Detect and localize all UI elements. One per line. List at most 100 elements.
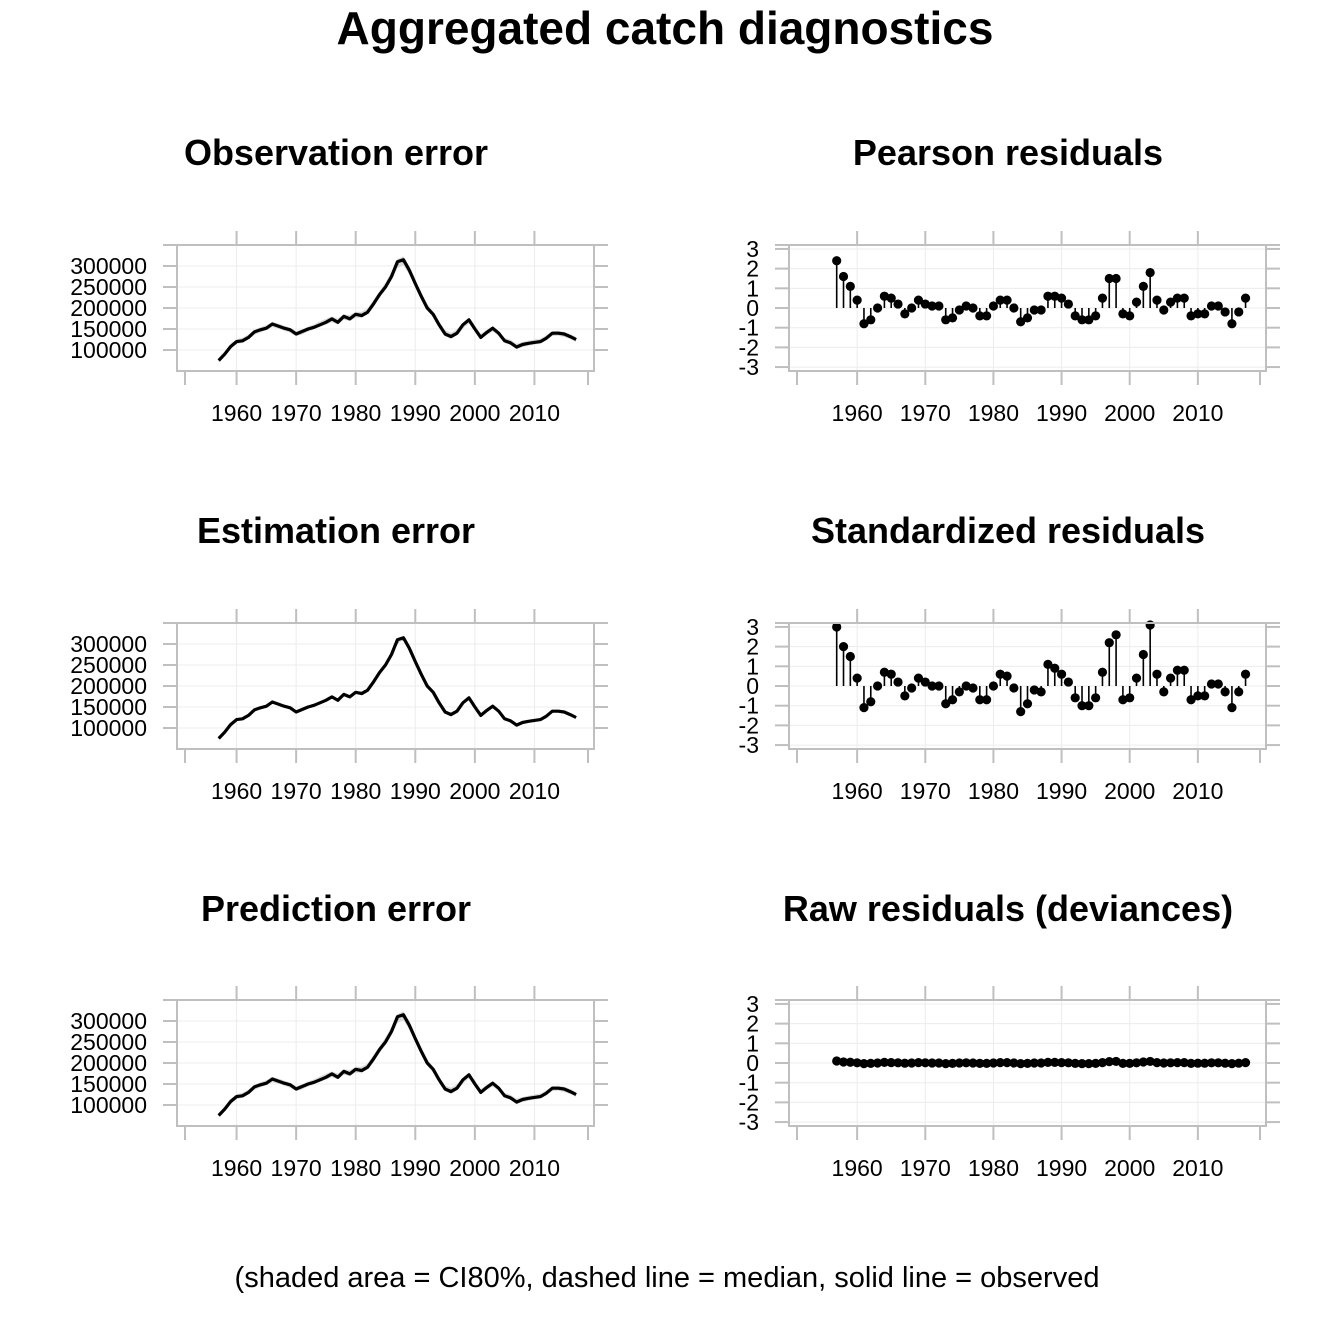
- residual-point: [1172, 293, 1183, 303]
- y-tick-label: 150000: [70, 316, 147, 342]
- residual-point: [1056, 1058, 1067, 1068]
- observed-line: [217, 258, 577, 362]
- residual-point: [1077, 701, 1087, 711]
- panel-5: Prediction error 1960 1970 1980 1990 2000 2010…: [70, 888, 608, 1181]
- residual-point: [934, 301, 944, 311]
- residual-point: [1193, 1058, 1203, 1068]
- residual-point: [1152, 1058, 1162, 1068]
- residual-point: [1125, 311, 1135, 321]
- residual-point: [893, 1058, 903, 1068]
- y-tick-label: 3: [746, 236, 759, 262]
- x-tick-label: 2000: [1104, 1155, 1155, 1181]
- residual-point: [1138, 649, 1148, 660]
- x-tick-label: 1960: [832, 1155, 883, 1181]
- residual-point: [1220, 687, 1230, 697]
- y-tick-label: 300000: [70, 1008, 147, 1034]
- residual-point: [1206, 679, 1217, 689]
- residual-point: [893, 677, 903, 687]
- x-tick-label: 2010: [509, 1155, 560, 1181]
- residual-point: [934, 1058, 944, 1068]
- y-tick-label: 1: [746, 1030, 759, 1056]
- y-tick-label: -1: [739, 1070, 759, 1096]
- residual-point: [1172, 1058, 1183, 1068]
- y-tick-label: 150000: [70, 1071, 147, 1097]
- residual-point: [988, 681, 999, 691]
- x-tick-label: 1960: [211, 400, 262, 426]
- panel-3: Estimation error 1960 1970 1980 1990 2000 2010…: [70, 510, 608, 804]
- residual-point: [1002, 671, 1012, 681]
- residual-point: [859, 319, 869, 329]
- residual-point: [900, 691, 910, 701]
- residual-point: [832, 622, 842, 632]
- x-tick-label: 2000: [1104, 400, 1155, 426]
- y-tick-label: -1: [739, 693, 759, 719]
- panel-title: Raw residuals (deviances): [783, 888, 1233, 929]
- residual-point: [1097, 667, 1108, 677]
- residual-point: [1084, 315, 1094, 325]
- x-tick-label: 1960: [832, 400, 883, 426]
- residual-point: [954, 687, 964, 697]
- residual-point: [879, 1057, 890, 1068]
- residual-point: [1043, 291, 1053, 301]
- observed-line: [217, 1013, 577, 1117]
- residual-point: [1111, 630, 1121, 640]
- residual-point: [947, 695, 958, 705]
- residual-point: [907, 1058, 917, 1068]
- residual-point: [1193, 309, 1203, 319]
- residual-point: [1009, 1058, 1019, 1068]
- residual-point: [859, 1058, 869, 1069]
- x-tick-label: 1970: [271, 400, 322, 426]
- residual-point: [1125, 693, 1135, 703]
- residual-point: [1104, 1057, 1114, 1067]
- x-tick-label: 1980: [330, 1155, 381, 1181]
- residual-point: [1220, 1058, 1230, 1068]
- y-tick-label: -2: [739, 334, 759, 360]
- x-tick-label: 1990: [1036, 1155, 1087, 1181]
- residual-point: [1179, 293, 1189, 303]
- x-tick-label: 1970: [271, 778, 322, 804]
- residual-point: [1050, 663, 1060, 673]
- residual-point: [1077, 1058, 1087, 1069]
- y-tick-label: 1: [746, 275, 759, 301]
- residual-point: [1200, 1058, 1210, 1068]
- y-tick-label: 3: [746, 614, 759, 640]
- residual-point: [1097, 1058, 1108, 1068]
- residual-point: [1234, 307, 1244, 317]
- panel-1: Observation error 1960 1970 1980 1990 2000 201…: [70, 132, 608, 426]
- residual-point: [1084, 701, 1094, 711]
- residual-point: [1227, 703, 1237, 713]
- residual-point: [1145, 267, 1155, 278]
- panel-title: Standardized residuals: [811, 510, 1205, 551]
- x-tick-label: 2010: [1172, 1155, 1223, 1181]
- y-tick-label: 1: [746, 653, 759, 679]
- residual-point: [1016, 317, 1026, 327]
- panel-6: Raw residuals (deviances) 1960 1970 1980 199…: [739, 888, 1280, 1181]
- x-tick-label: 1990: [390, 400, 441, 426]
- residual-point: [1152, 669, 1162, 679]
- residual-point: [1022, 699, 1033, 709]
- residual-point: [1159, 687, 1169, 697]
- residual-point: [968, 683, 978, 693]
- y-tick-label: -3: [739, 354, 759, 380]
- residual-point: [1056, 669, 1067, 679]
- y-tick-label: 250000: [70, 1029, 147, 1055]
- residual-point: [1138, 281, 1148, 291]
- y-tick-label: 200000: [70, 295, 147, 321]
- y-tick-label: 200000: [70, 1050, 147, 1076]
- residual-point: [838, 1057, 849, 1067]
- residual-point: [1016, 1058, 1026, 1069]
- residual-point: [907, 683, 917, 693]
- residual-point: [920, 677, 930, 687]
- x-tick-label: 1980: [330, 778, 381, 804]
- residual-point: [832, 1056, 842, 1066]
- y-tick-label: 100000: [70, 715, 147, 741]
- residual-point: [1036, 305, 1046, 315]
- y-tick-label: -1: [739, 315, 759, 341]
- residual-point: [1213, 301, 1223, 311]
- residual-point: [866, 697, 876, 707]
- residual-point: [1070, 693, 1080, 703]
- residual-point: [845, 1057, 855, 1067]
- residual-point: [927, 1058, 937, 1068]
